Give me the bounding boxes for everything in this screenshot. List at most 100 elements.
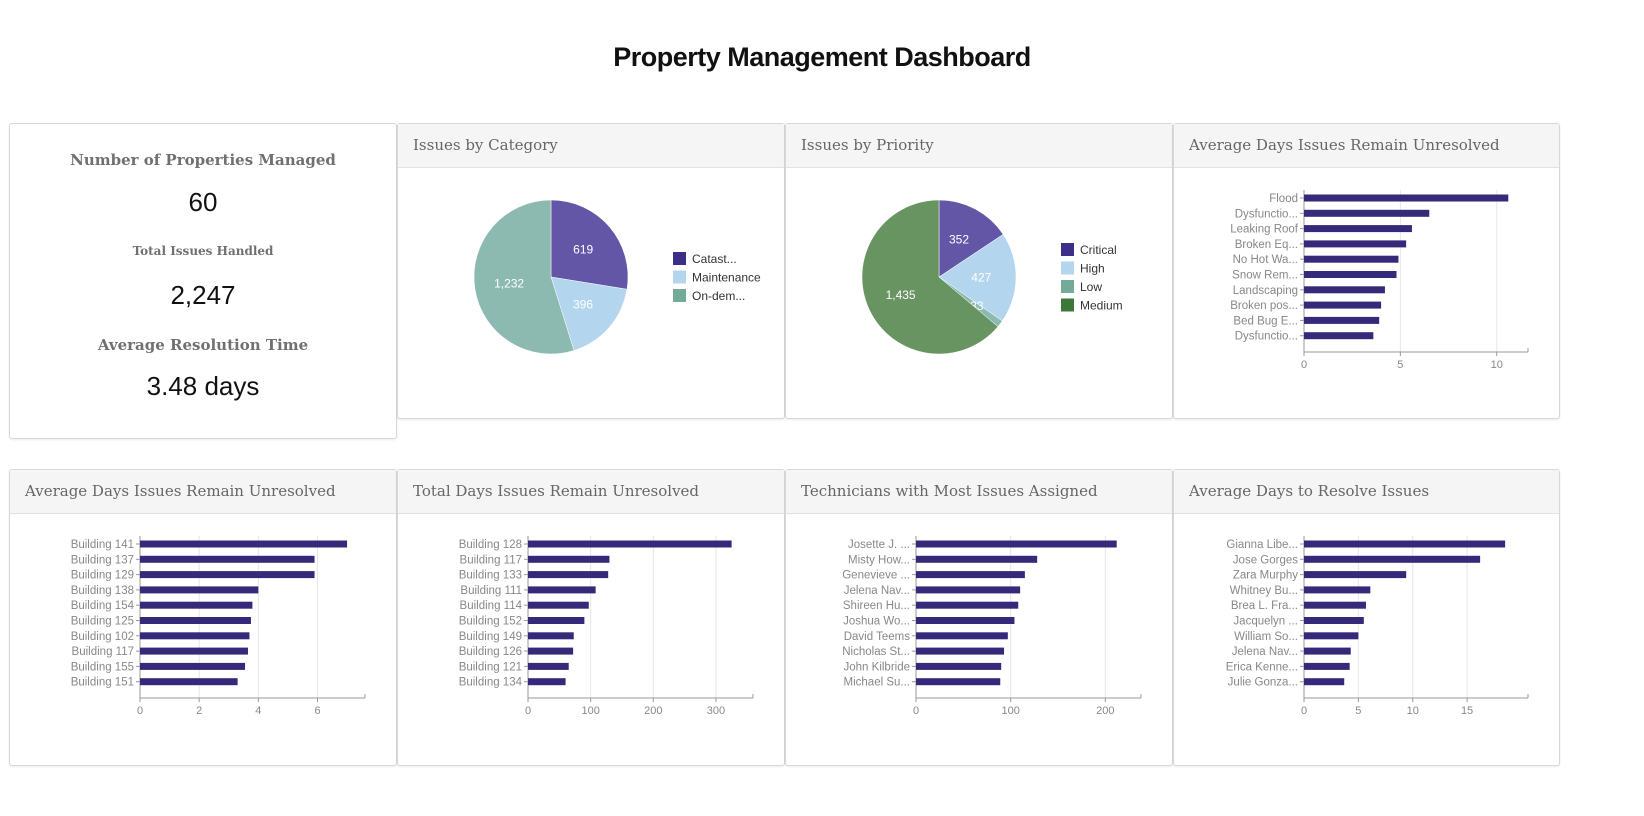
technicians-most-issues-card: Technicians with Most Issues Assigned 0 1…	[785, 469, 1173, 766]
issues-value: 2,247	[170, 280, 236, 310]
bar	[1304, 271, 1397, 278]
bar	[1304, 194, 1509, 202]
legend-label: Catast...	[692, 252, 737, 266]
y-tick-label: Building 121	[459, 661, 522, 673]
legend-swatch	[1061, 261, 1074, 275]
x-tick-label: 0	[137, 705, 143, 717]
technicians-most-issues-chart: 0 100 200 Josette J. ... Misty How... Genevie…	[842, 536, 1142, 717]
pie-value-label: 352	[949, 233, 969, 247]
bar	[916, 555, 1038, 563]
x-tick-label: 15	[1461, 705, 1473, 717]
y-tick-label: No Hot Wa...	[1233, 254, 1298, 266]
bar	[528, 678, 566, 686]
pie-slice	[550, 276, 628, 351]
bar	[140, 540, 348, 548]
legend-swatch	[1061, 298, 1074, 312]
bar	[528, 571, 609, 579]
x-tick-label: 0	[1301, 705, 1307, 717]
y-tick-label: Flood	[1269, 193, 1298, 205]
legend-swatch	[1061, 243, 1074, 256]
y-tick-label: Bed Bug E...	[1233, 315, 1298, 327]
pie-slice	[938, 199, 1004, 278]
bar	[140, 601, 253, 609]
bar	[916, 678, 1001, 686]
card-title: Average Days to Resolve Issues	[1174, 470, 1559, 514]
y-tick-label: Zara Murphy	[1233, 570, 1298, 582]
bar	[528, 647, 574, 655]
legend-swatch	[1061, 280, 1074, 293]
x-tick-label: 5	[1397, 359, 1403, 371]
bar	[916, 571, 1025, 579]
y-tick-label: Josette J. ...	[848, 539, 910, 551]
y-tick-label: Genevieve ...	[842, 570, 910, 582]
bar	[1304, 286, 1385, 294]
bar	[528, 540, 732, 548]
pie-value-label: 396	[573, 298, 593, 312]
x-tick-label: 100	[1001, 705, 1019, 717]
y-tick-label: David Teems	[844, 631, 911, 643]
y-tick-label: Building 154	[71, 600, 135, 612]
bar	[916, 647, 1005, 655]
bar	[1304, 586, 1371, 594]
issues-by-priority-card: Issues by Priority 352 427 33 1,435 Critical…	[785, 123, 1173, 419]
bar	[140, 678, 238, 686]
legend-swatch	[673, 289, 686, 302]
y-tick-label: Building 134	[459, 677, 523, 689]
y-tick-label: Shireen Hu...	[843, 600, 910, 612]
legend-label: High	[1080, 262, 1105, 276]
bar	[1304, 225, 1412, 233]
y-tick-label: Brea L. Fra...	[1231, 600, 1298, 612]
y-tick-label: Building 141	[71, 539, 134, 551]
y-tick-label: Gianna Libe...	[1226, 539, 1298, 551]
y-tick-label: Broken pos...	[1230, 300, 1298, 312]
bar	[140, 571, 315, 579]
bar	[1304, 555, 1481, 563]
y-tick-label: William So...	[1234, 631, 1298, 643]
y-tick-label: Landscaping	[1233, 285, 1298, 297]
x-tick-label: 10	[1407, 705, 1419, 717]
y-tick-label: Leaking Roof	[1230, 224, 1299, 236]
kpi-card: Number of Properties Managed 60 Total Is…	[9, 123, 397, 439]
properties-label: Number of Properties Managed	[70, 151, 336, 169]
bar	[140, 647, 248, 655]
pie-value-label: 619	[573, 243, 593, 257]
bar	[1304, 662, 1350, 670]
legend-label: Low	[1080, 280, 1102, 294]
x-tick-label: 200	[644, 705, 662, 717]
resolution-label: Average Resolution Time	[97, 336, 309, 354]
avg-days-to-resolve-chart: 0 5 10 15 Gianna Libe... Jose Gorges Zara Murp…	[1226, 536, 1529, 717]
legend-label: Medium	[1080, 299, 1123, 313]
y-tick-label: Building 126	[459, 646, 522, 658]
legend-swatch	[673, 270, 686, 284]
y-tick-label: Nicholas St...	[842, 646, 910, 658]
bar	[1304, 678, 1345, 686]
y-tick-label: Building 102	[71, 631, 134, 643]
bar	[528, 586, 596, 594]
x-tick-label: 0	[913, 705, 919, 717]
avg-days-unresolved-issue-chart: 0 5 10 Flood Dysfunctio... Leaking Roof Broken…	[1230, 190, 1529, 371]
legend-label: Critical	[1080, 243, 1117, 257]
resolution-value: 3.48 days	[146, 371, 260, 401]
x-tick-label: 300	[707, 705, 725, 717]
y-tick-label: Misty How...	[848, 554, 910, 566]
pie-value-label: 1,435	[886, 288, 916, 302]
bar	[1304, 617, 1364, 624]
bar	[1304, 301, 1382, 309]
pie-slice	[550, 199, 629, 290]
legend-swatch	[673, 252, 686, 265]
bar	[916, 617, 1015, 624]
y-tick-label: Building 149	[459, 631, 522, 643]
y-tick-label: Dysfunctio...	[1235, 331, 1298, 343]
bar	[140, 617, 251, 624]
total-days-unresolved-card: Total Days Issues Remain Unresolved 0 100…	[397, 469, 785, 766]
y-tick-label: Jacquelyn ...	[1233, 616, 1298, 628]
card-title: Technicians with Most Issues Assigned	[786, 470, 1172, 514]
card-title: Total Days Issues Remain Unresolved	[398, 470, 784, 514]
bar	[916, 586, 1021, 594]
y-tick-label: Joshua Wo...	[843, 616, 910, 628]
pie-value-label: 1,232	[494, 276, 524, 290]
pie-slice	[861, 199, 999, 355]
bar	[140, 662, 246, 670]
bar	[916, 632, 1008, 640]
y-tick-label: Broken Eq...	[1235, 239, 1298, 251]
